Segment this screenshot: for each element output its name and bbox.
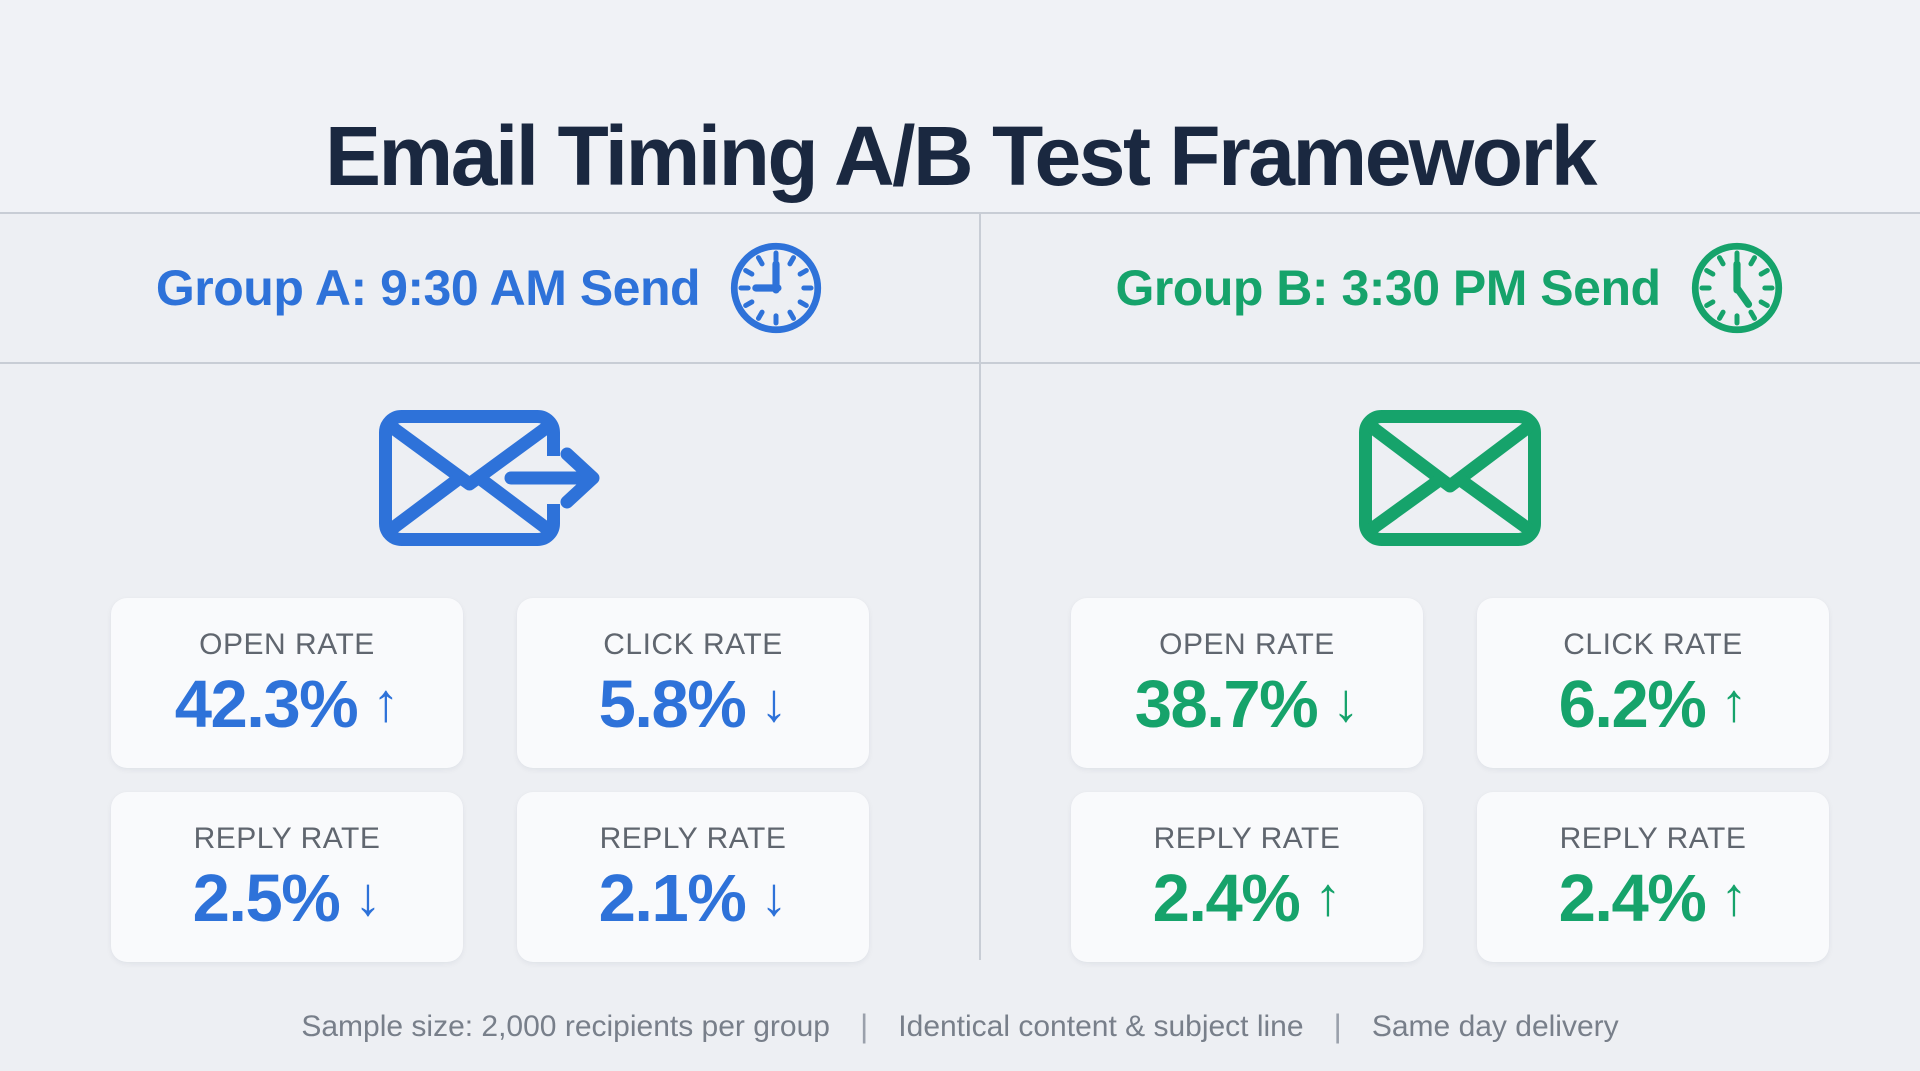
envelope-icon [1359,410,1541,546]
metric-card: CLICK RATE 6.2% ↑ [1477,598,1829,768]
footer-item-delivery: Same day delivery [1371,1009,1619,1043]
trend-down-icon: ↓ [1332,672,1360,733]
metric-label: CLICK RATE [603,628,783,661]
metric-card: CLICK RATE 5.8% ↓ [517,598,869,768]
trend-down-icon: ↓ [354,866,382,927]
group-b-header: Group B: 3:30 PM Send [980,214,1920,362]
metric-card: REPLY RATE 2.4% ↑ [1477,792,1829,962]
metric-card: OPEN RATE 42.3% ↑ [111,598,463,768]
footer-separator: | [859,1008,869,1044]
trend-up-icon: ↑ [1720,672,1748,733]
metric-value: 2.4% [1558,861,1707,936]
clock-icon [1689,240,1785,336]
trend-down-icon: ↓ [760,672,788,733]
footer-item-content: Identical content & subject line [898,1009,1304,1043]
metric-label: OPEN RATE [199,628,375,661]
metric-card: REPLY RATE 2.4% ↑ [1071,792,1423,962]
metric-value: 2.4% [1152,861,1301,936]
metric-label: REPLY RATE [193,822,381,855]
metric-value: 2.5% [192,861,341,936]
metric-card: REPLY RATE 2.5% ↓ [111,792,463,962]
page-title: Email Timing A/B Test Framework [325,109,1597,204]
trend-down-icon: ↓ [760,866,788,927]
footer-caption: Sample size: 2,000 recipients per group … [0,1008,1920,1045]
group-a-metric-cards: OPEN RATE 42.3% ↑ CLICK RATE 5.8% ↓ REPL… [111,598,869,962]
metric-label: REPLY RATE [599,822,787,855]
trend-up-icon: ↑ [372,672,400,733]
metric-value: 38.7% [1134,667,1319,742]
metric-label: REPLY RATE [1559,822,1747,855]
metric-value: 5.8% [598,667,747,742]
metric-label: CLICK RATE [1563,628,1743,661]
group-a-label: Group A: 9:30 AM Send [155,260,701,316]
clock-icon [728,240,824,336]
column-divider [979,212,981,960]
trend-up-icon: ↑ [1720,866,1748,927]
group-a-header: Group A: 9:30 AM Send [0,214,980,362]
metric-label: REPLY RATE [1153,822,1341,855]
group-b-metric-cards: OPEN RATE 38.7% ↓ CLICK RATE 6.2% ↑ REPL… [1071,598,1829,962]
group-b-column: OPEN RATE 38.7% ↓ CLICK RATE 6.2% ↑ REPL… [980,365,1920,962]
metric-value: 6.2% [1558,667,1707,742]
footer-separator: | [1333,1008,1342,1044]
metric-value: 42.3% [174,667,359,742]
footer-item-sample-size: Sample size: 2,000 recipients per group [301,1009,830,1043]
trend-up-icon: ↑ [1314,866,1342,927]
group-header-band: Group A: 9:30 AM Send [0,212,1920,364]
title-band [0,0,1920,212]
metric-label: OPEN RATE [1159,628,1335,661]
group-a-column: OPEN RATE 42.3% ↑ CLICK RATE 5.8% ↓ REPL… [0,365,980,962]
group-b-label: Group B: 3:30 PM Send [1115,260,1661,316]
metric-card: OPEN RATE 38.7% ↓ [1071,598,1423,768]
metric-card: REPLY RATE 2.1% ↓ [517,792,869,962]
envelope-send-icon [379,410,601,546]
metric-value: 2.1% [598,861,747,936]
